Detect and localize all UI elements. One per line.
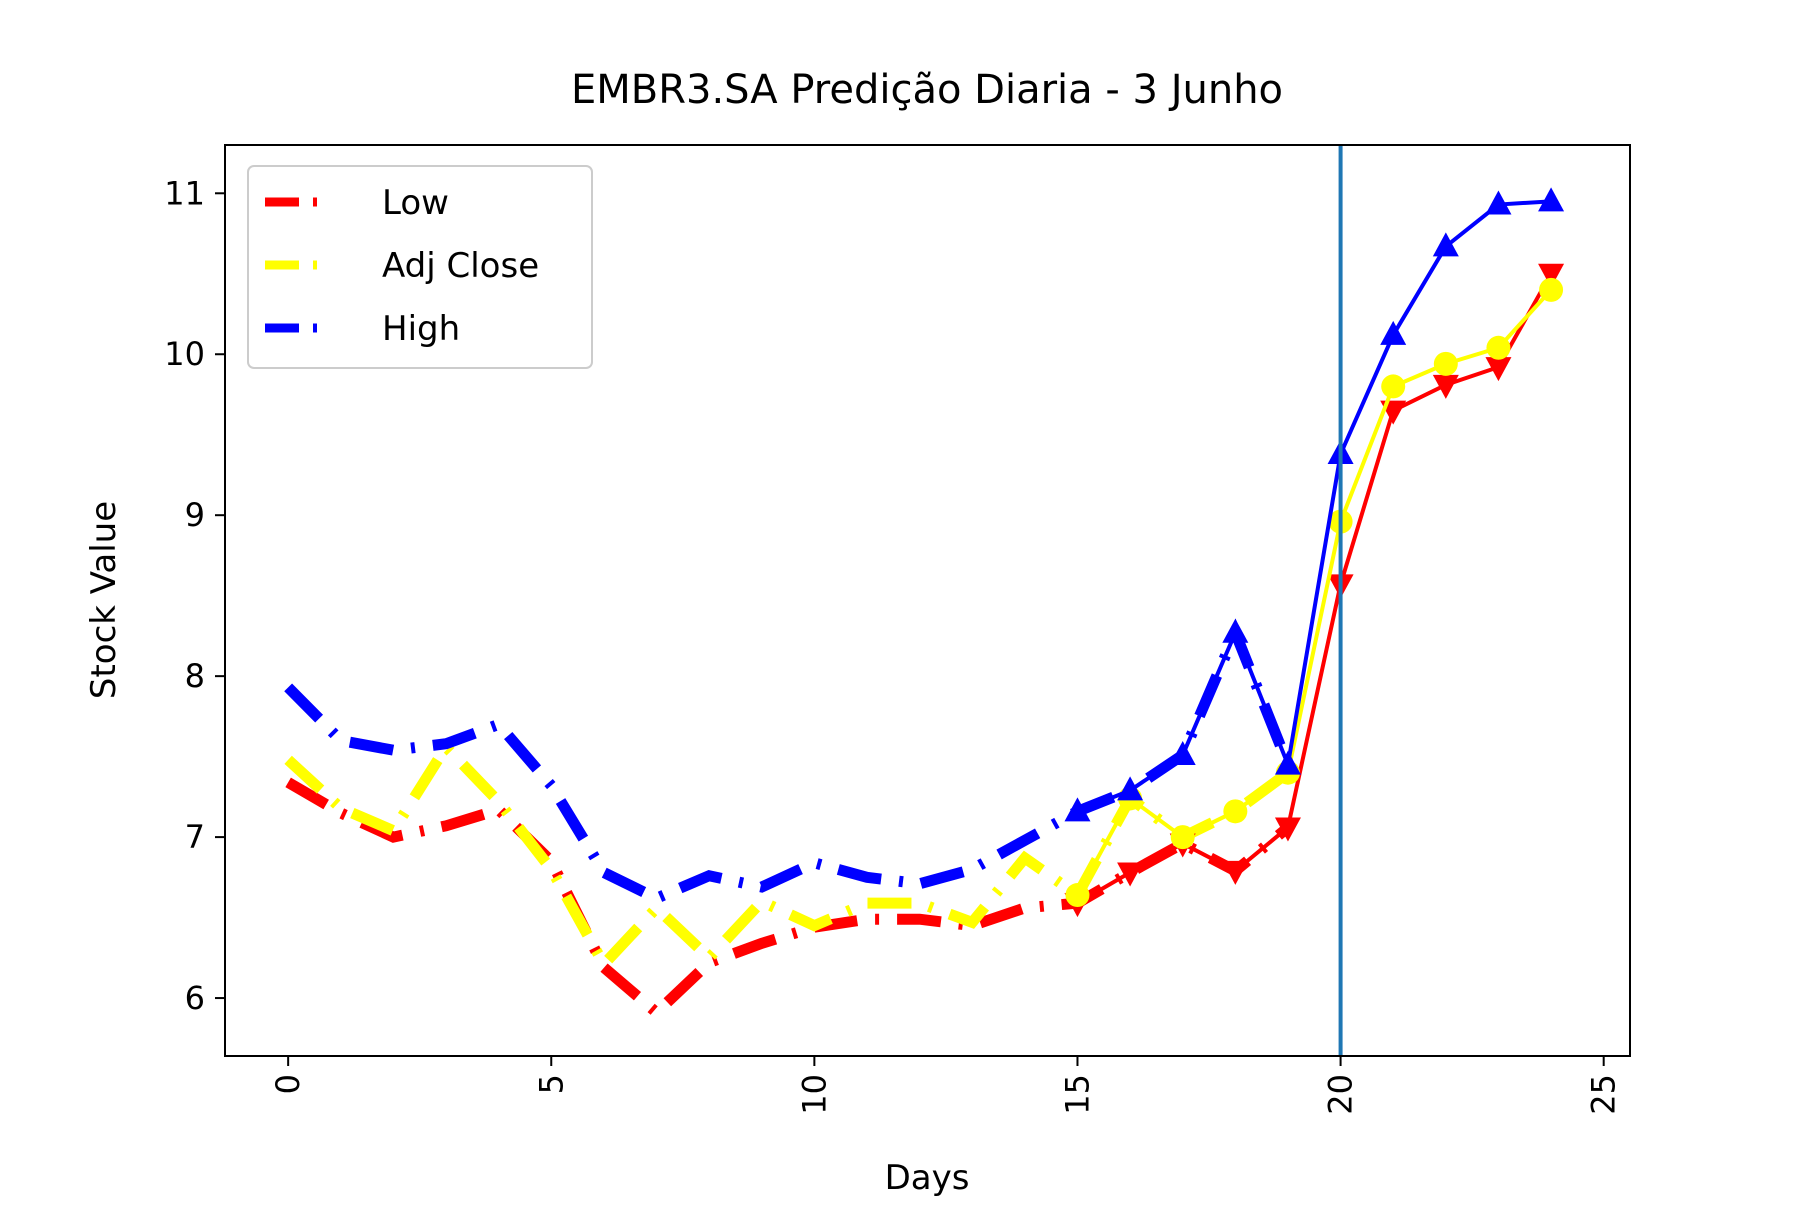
x-tick-label: 0	[269, 1074, 307, 1094]
adj-close-point	[1223, 799, 1248, 824]
adj-close-point	[1381, 374, 1406, 399]
y-axis-label: Stock Value	[84, 501, 124, 699]
low-point	[1432, 374, 1459, 399]
adj-close-point	[1433, 351, 1458, 376]
adj-close-prediction-line	[1075, 288, 1553, 897]
y-axis-ticks: 6 7 8 9 10 11	[164, 174, 225, 1017]
high-prediction-line	[1076, 199, 1552, 814]
low-point	[1274, 817, 1301, 842]
x-tick-label: 5	[532, 1074, 570, 1094]
high-point	[1274, 750, 1301, 775]
high-point	[1222, 618, 1249, 643]
x-tick-label: 25	[1585, 1074, 1623, 1115]
y-tick-label: 11	[164, 174, 205, 212]
y-tick-label: 10	[164, 335, 205, 373]
adj-close-point	[1065, 883, 1090, 908]
x-tick-label: 15	[1058, 1074, 1096, 1115]
high-point	[1432, 232, 1459, 257]
x-tick-label: 20	[1322, 1074, 1360, 1115]
legend: Low Adj Close High	[247, 165, 593, 369]
low-prediction-line	[1076, 272, 1553, 905]
high-point	[1064, 797, 1091, 822]
low-history-line	[285, 777, 1292, 1020]
low-point	[1485, 357, 1512, 382]
y-tick-label: 9	[185, 496, 205, 534]
high-history-line	[284, 618, 1294, 905]
high-point	[1117, 776, 1144, 801]
high-point	[1169, 741, 1196, 766]
low-point	[1222, 860, 1249, 885]
adj-close-point	[1170, 825, 1195, 850]
high-point	[1538, 187, 1565, 212]
low-point	[1538, 263, 1565, 288]
chart-title: EMBR3.SA Predição Diaria - 3 Junho	[571, 67, 1283, 113]
low-point	[1117, 862, 1144, 887]
legend-box	[247, 165, 593, 369]
adj-close-point	[1486, 335, 1511, 360]
legend-label-adj-close: Adj Close	[382, 246, 539, 286]
legend-label-low: Low	[382, 183, 449, 223]
high-point	[1485, 190, 1512, 215]
x-tick-label: 10	[795, 1074, 833, 1115]
x-axis-ticks: 0 5 10 15 20 25	[269, 1056, 1623, 1115]
y-tick-label: 8	[185, 657, 205, 695]
y-tick-label: 7	[185, 818, 205, 856]
high-point	[1380, 320, 1407, 345]
plot-area	[284, 145, 1565, 1056]
legend-label-high: High	[382, 309, 460, 349]
y-tick-label: 6	[185, 979, 205, 1017]
plot-frame	[224, 144, 1631, 1057]
x-axis-label: Days	[885, 1158, 970, 1198]
adj-close-point	[1539, 277, 1564, 302]
